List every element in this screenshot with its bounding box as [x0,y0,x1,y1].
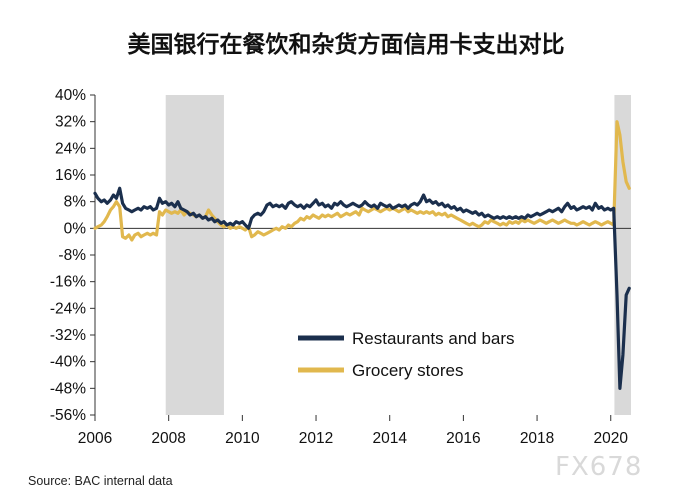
y-tick-label-1: 32% [55,114,86,131]
x-tick-label-1: 2008 [151,430,185,447]
y-tick-label-8: -24% [50,300,86,317]
axes: 40% 32% 24% 16% 8% 0% -8% -16% -24% -32% -40% -48% -… [50,87,631,447]
series-line-1 [93,120,631,242]
series-line-0 [93,186,631,390]
legend: Restaurants and bars Grocery stores [298,329,515,380]
x-tick-label-4: 2014 [372,430,407,447]
y-tick-label-9: -32% [50,327,86,344]
x-tick-label-0: 2006 [78,430,112,447]
y-tick-label-4: 8% [64,194,87,211]
y-tick-label-7: -16% [50,274,86,291]
y-tick-label-3: 16% [55,167,86,184]
source-note: Source: BAC internal data [28,474,173,488]
x-tick-label-3: 2012 [299,430,333,447]
y-tick-label-5: 0% [64,220,87,237]
x-tick-label-5: 2016 [446,430,480,447]
y-tick-label-11: -48% [50,380,86,397]
legend-label-grocery: Grocery stores [352,361,463,380]
shaded-period-0 [165,95,224,415]
y-tick-label-12: -56% [50,407,86,424]
y-tick-label-6: -8% [58,247,86,264]
y-tick-label-0: 40% [55,87,86,104]
x-tick-label-6: 2018 [520,430,554,447]
legend-label-restaurants: Restaurants and bars [352,329,515,348]
y-tick-label-2: 24% [55,140,86,157]
watermark: FX678 [555,452,642,482]
x-tick-label-2: 2010 [225,430,260,447]
y-tick-label-10: -40% [50,354,86,371]
x-tick-label-7: 2020 [593,430,628,447]
series-lines [93,120,631,390]
chart-title: 美国银行在餐饮和杂货方面信用卡支出对比 [128,31,565,58]
